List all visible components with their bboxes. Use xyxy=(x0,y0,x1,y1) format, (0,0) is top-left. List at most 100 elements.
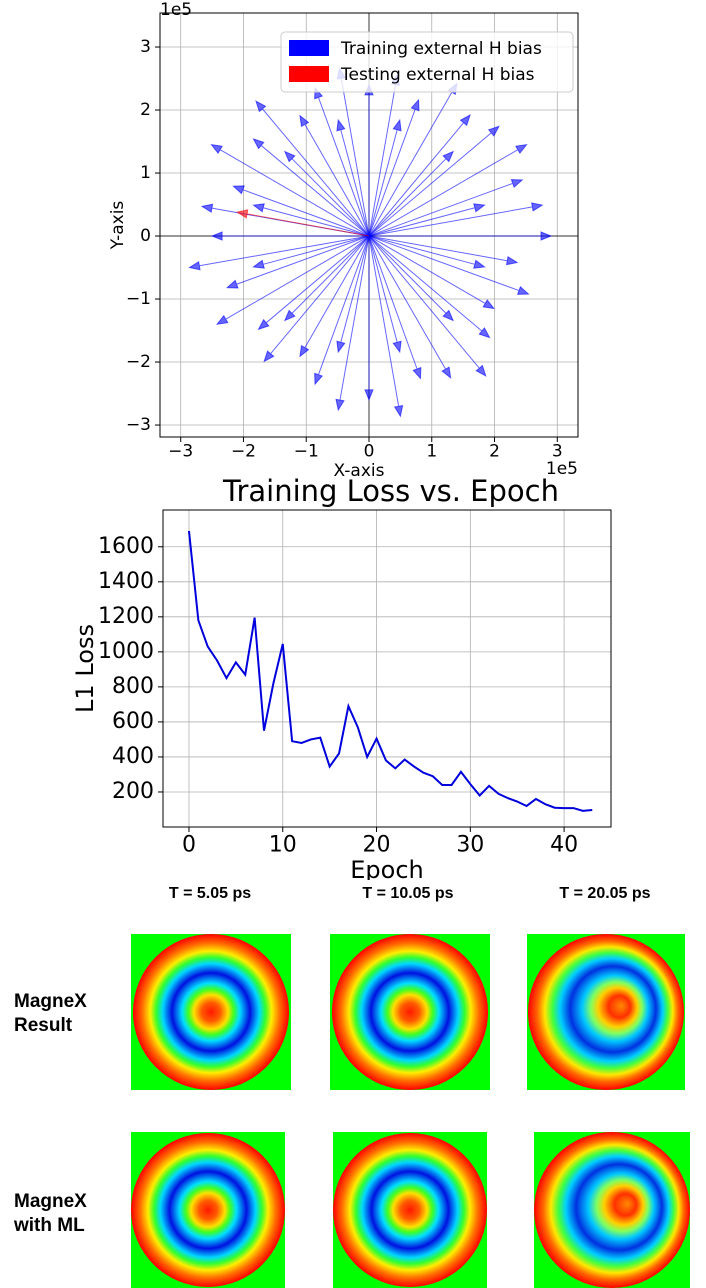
arrow xyxy=(364,83,374,237)
column-title: T = 20.05 ps xyxy=(559,885,651,902)
column-title: T = 10.05 ps xyxy=(362,885,454,902)
simulation-images xyxy=(131,934,690,1288)
x-tick-label: 0 xyxy=(364,441,375,461)
arrow xyxy=(299,235,370,358)
arrow xyxy=(263,235,370,363)
charts: −3 −2 −1 0 1 2 3 −3 −2 −1 0 1 2 3 Training external H … xyxy=(71,0,612,880)
y-axis-label: Y-axis xyxy=(108,201,128,251)
line xyxy=(187,530,593,812)
row-label: MagneX Result xyxy=(14,991,87,1036)
plot-frame xyxy=(159,12,579,438)
x-tick-label: 40 xyxy=(550,833,578,858)
x-tick-label: −1 xyxy=(294,441,319,461)
arrow xyxy=(210,143,370,237)
arrow xyxy=(368,235,491,339)
arrow xyxy=(368,179,524,237)
arrow xyxy=(368,202,544,237)
arrow xyxy=(364,236,374,402)
x-axis-label: X-axis xyxy=(334,461,385,481)
x-tick-label: 20 xyxy=(363,833,391,858)
arrow xyxy=(368,235,486,269)
arrow xyxy=(368,235,496,310)
arrow xyxy=(368,118,402,237)
arrow xyxy=(368,73,401,237)
arrow xyxy=(252,235,370,269)
image xyxy=(527,934,685,1090)
arrow xyxy=(283,150,370,237)
arrow xyxy=(368,235,487,377)
y-offset: 1e5 xyxy=(160,0,192,20)
image xyxy=(131,934,291,1090)
arrow xyxy=(215,235,370,325)
legend-box xyxy=(280,31,574,93)
arrow xyxy=(368,98,420,237)
y-tick-label: 0 xyxy=(140,226,151,246)
arrow xyxy=(188,235,370,271)
y-tick-label: 800 xyxy=(112,674,154,699)
arrow xyxy=(368,125,500,237)
legend-swatch xyxy=(289,40,329,56)
arrow xyxy=(225,235,370,289)
arrow xyxy=(368,235,519,266)
arrow xyxy=(368,203,486,237)
arrow xyxy=(368,235,422,380)
row-label: MagneX with ML xyxy=(14,1191,87,1236)
arrow xyxy=(368,235,404,418)
image xyxy=(534,1132,690,1288)
arrow xyxy=(210,231,369,241)
image xyxy=(333,1132,487,1288)
x-tick-label: 1 xyxy=(426,441,437,461)
column-title: T = 5.05 ps xyxy=(168,885,252,902)
arrow xyxy=(336,118,370,237)
legend-swatch xyxy=(289,66,329,82)
y-tick-label: 1400 xyxy=(98,569,154,594)
x-axis-label: Epoch xyxy=(350,856,424,880)
arrow xyxy=(235,209,370,237)
y-tick-label: −3 xyxy=(126,415,151,435)
x-tick-label: −2 xyxy=(231,441,256,461)
y-tick-label: −1 xyxy=(126,289,151,309)
y-tick-label: 1600 xyxy=(98,534,154,559)
arrow xyxy=(368,235,402,354)
x-offset: 1e5 xyxy=(546,459,578,479)
y-tick-label: −2 xyxy=(126,352,151,372)
y-tick-label: 400 xyxy=(112,744,154,769)
arrow xyxy=(335,235,370,412)
x-tick-label: 10 xyxy=(269,833,297,858)
arrow xyxy=(252,203,370,237)
y-tick-label: 3 xyxy=(140,37,151,57)
y-axis-label: L1 Loss xyxy=(71,624,99,713)
arrow xyxy=(368,235,530,295)
y-tick-label: 1 xyxy=(140,163,151,183)
arrow xyxy=(336,235,370,354)
x-tick-label: −3 xyxy=(168,441,193,461)
y-tick-label: 600 xyxy=(112,709,154,734)
chart-title: Training Loss vs. Epoch xyxy=(222,474,559,508)
arrow xyxy=(336,67,370,237)
arrow xyxy=(257,235,370,331)
arrow xyxy=(255,100,370,237)
arrow xyxy=(283,235,370,322)
y-tick-label: 2 xyxy=(140,100,151,120)
image xyxy=(330,934,490,1090)
arrow xyxy=(368,235,455,322)
y-tick-label: 1200 xyxy=(98,604,154,629)
x-tick-label: 3 xyxy=(552,441,563,461)
image xyxy=(131,1132,285,1288)
arrow xyxy=(252,138,370,237)
x-tick-label: 2 xyxy=(489,441,500,461)
arrow xyxy=(368,114,471,237)
arrow xyxy=(299,114,370,237)
plot-frame xyxy=(162,509,612,828)
x-tick-label: 30 xyxy=(456,833,484,858)
x-tick-label: 0 xyxy=(182,833,196,858)
arrow xyxy=(368,150,455,237)
arrow xyxy=(232,185,370,237)
arrow xyxy=(314,235,370,386)
y-tick-label: 200 xyxy=(112,779,154,804)
arrow xyxy=(368,143,528,237)
arrow xyxy=(368,235,452,379)
legend-label: Testing external H bias xyxy=(340,65,535,85)
y-tick-label: 1000 xyxy=(98,639,154,664)
